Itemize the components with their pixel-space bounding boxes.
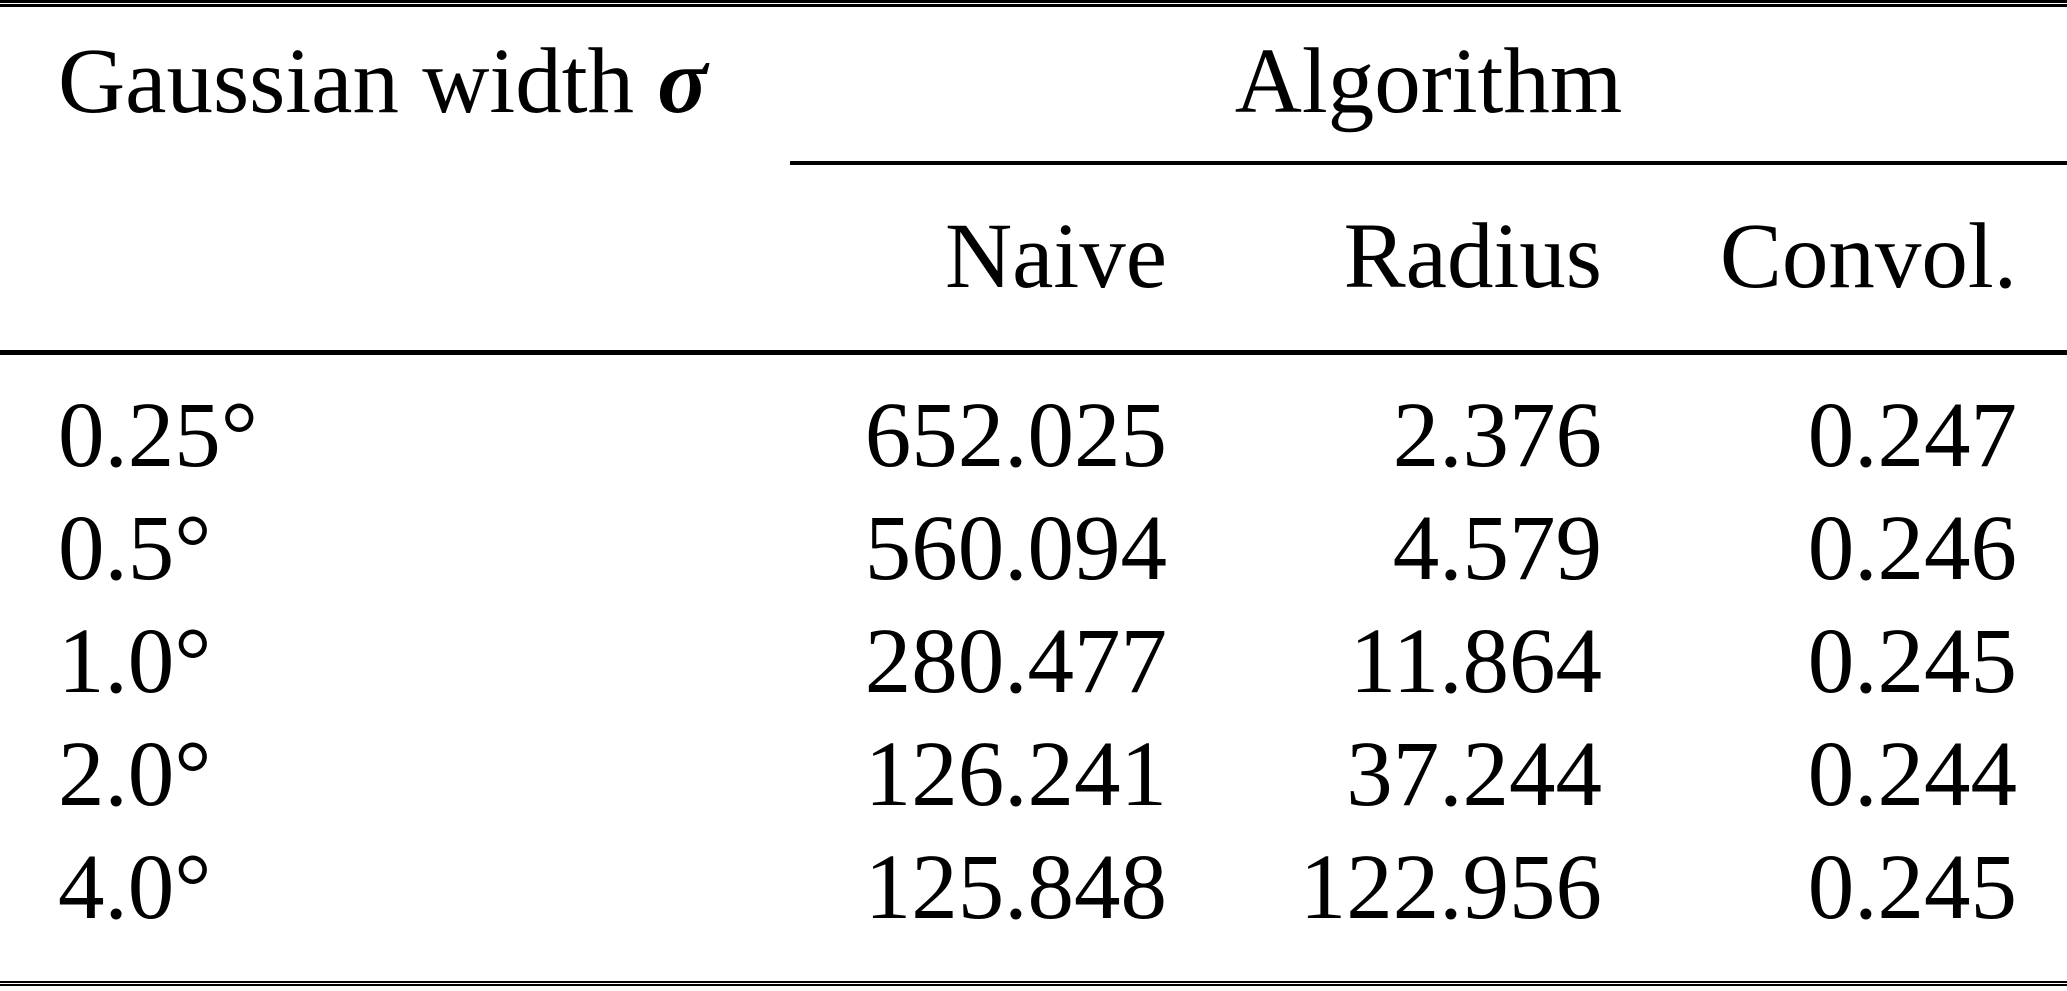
row-5-convol-value: 0.245 (1807, 836, 2017, 939)
top-rule-outer (0, 0, 2067, 3)
top-rule-inner (0, 4, 2067, 7)
row-4-sigma-label: 2.0° (58, 723, 212, 826)
row-1-sigma-label: 0.25° (58, 384, 258, 487)
column-header-radius: Radius (1343, 205, 1602, 308)
row-2-sigma-label: 0.5° (58, 497, 212, 600)
sigma-symbol: σ (657, 30, 708, 133)
algorithm-group-underline (790, 161, 2067, 165)
row-4-convol-value: 0.244 (1807, 723, 2017, 826)
row-3-sigma-label: 1.0° (58, 610, 212, 713)
row-5-naive-value: 125.848 (864, 836, 1167, 939)
column-group-header-algorithm: Algorithm (1234, 30, 1623, 133)
row-3-radius-value: 11.864 (1349, 610, 1602, 713)
bottom-rule-inner (0, 981, 2067, 983)
bottom-rule-outer (0, 983, 2067, 987)
row-group-header: Gaussian width σ (58, 35, 707, 128)
row-4-naive-value: 126.241 (864, 723, 1167, 826)
row-2-convol-value: 0.246 (1807, 497, 2017, 600)
column-header-convol: Convol. (1719, 205, 2017, 308)
row-2-radius-value: 4.579 (1392, 497, 1602, 600)
row-3-convol-value: 0.245 (1807, 610, 2017, 713)
header-body-divider-rule (0, 350, 2067, 355)
row-2-naive-value: 560.094 (864, 497, 1167, 600)
row-1-convol-value: 0.247 (1807, 384, 2017, 487)
row-1-radius-value: 2.376 (1392, 384, 1602, 487)
row-4-radius-value: 37.244 (1346, 723, 1602, 826)
row-1-naive-value: 652.025 (864, 384, 1167, 487)
row-3-naive-value: 280.477 (864, 610, 1167, 713)
row-5-radius-value: 122.956 (1299, 836, 1602, 939)
row-group-header-text: Gaussian width (58, 30, 635, 133)
row-5-sigma-label: 4.0° (58, 836, 212, 939)
column-header-naive: Naive (944, 205, 1167, 308)
